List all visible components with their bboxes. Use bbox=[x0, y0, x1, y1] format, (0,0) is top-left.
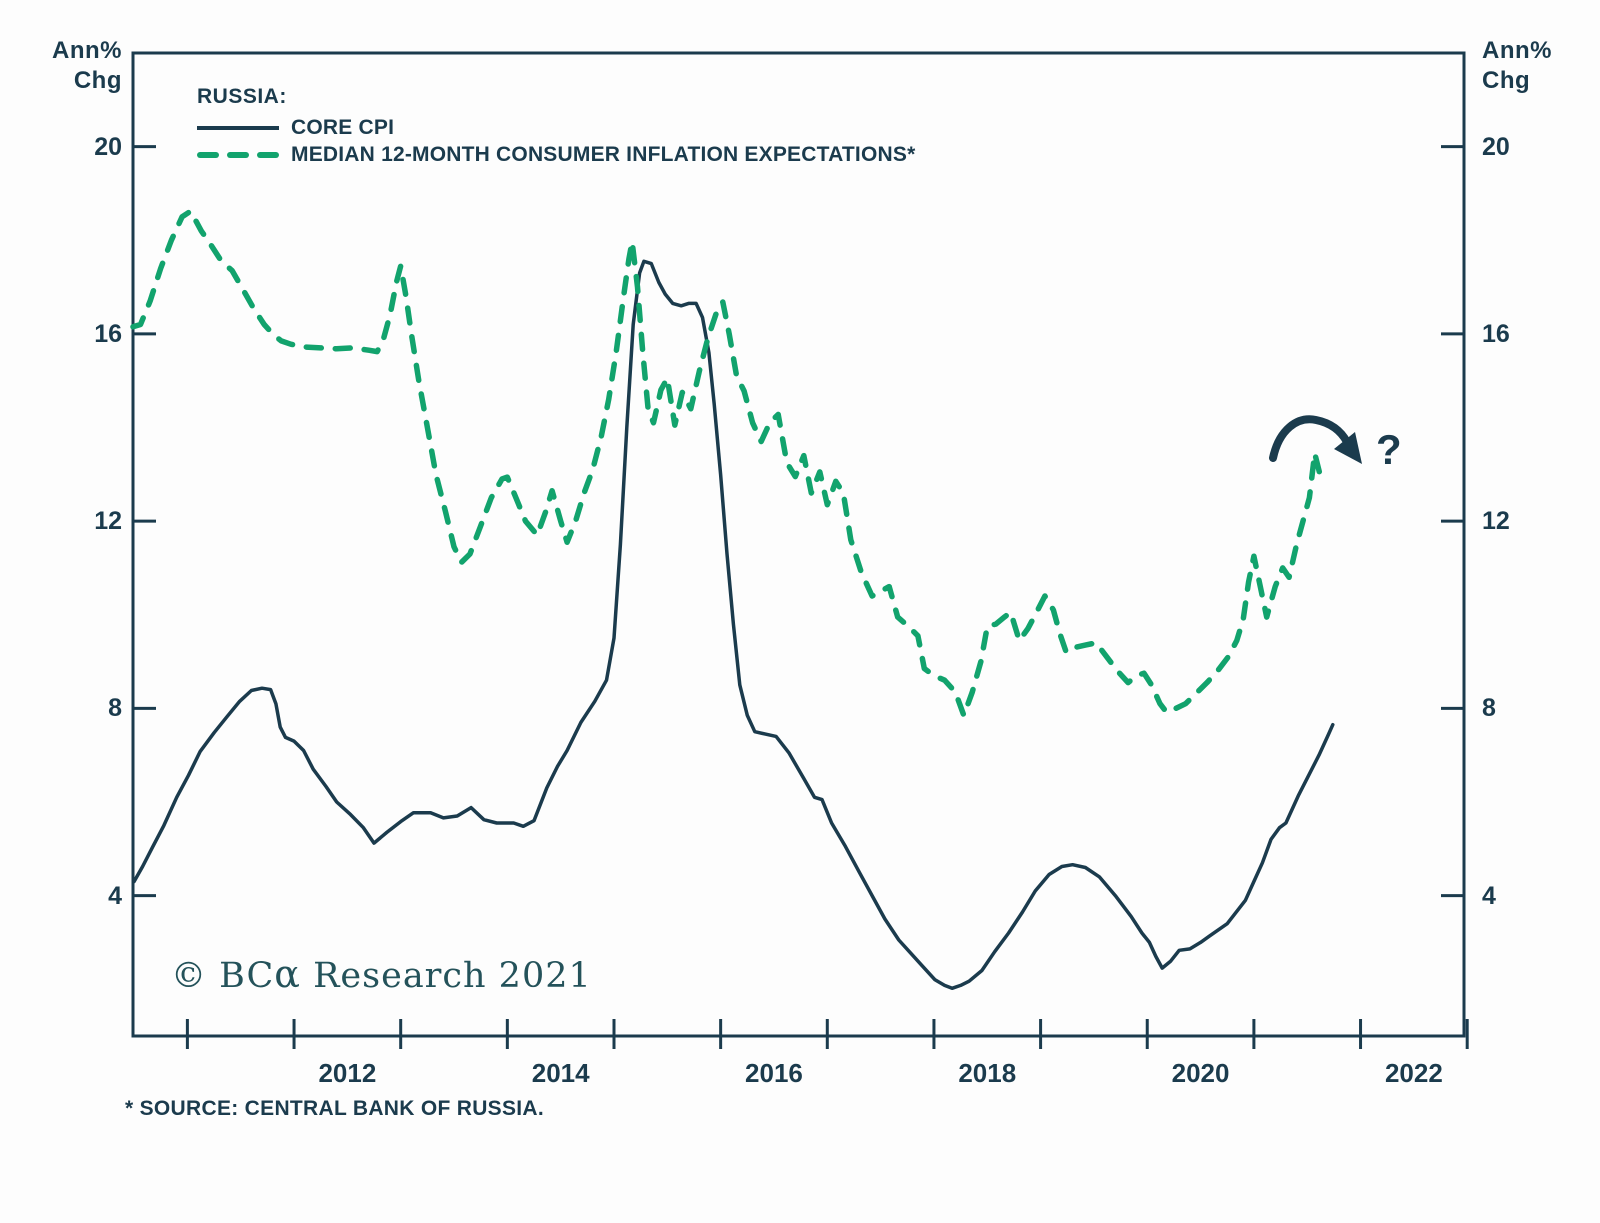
y-tick-label-right-20: 20 bbox=[1482, 132, 1510, 161]
trend-arrow bbox=[1269, 415, 1362, 464]
series-line-core-cpi bbox=[132, 259, 1335, 991]
generated-plot-layer bbox=[130, 51, 1469, 1049]
y-tick-label-right-12: 12 bbox=[1482, 507, 1510, 536]
x-tick-label-2018: 2018 bbox=[958, 1058, 1017, 1088]
source-footnote: * SOURCE: CENTRAL BANK OF RUSSIA. bbox=[125, 1097, 545, 1120]
y-tick-label-left-12: 12 bbox=[94, 507, 122, 536]
y-tick-label-right-8: 8 bbox=[1482, 694, 1496, 723]
y-tick-label-right-4: 4 bbox=[1482, 881, 1496, 910]
y-axis-unit-left: Ann% Chg bbox=[30, 36, 122, 96]
trend-arrow-shaft bbox=[1269, 415, 1351, 462]
plot-border bbox=[131, 51, 1466, 1038]
y-tick-label-left-16: 16 bbox=[94, 319, 122, 348]
copyright-notice: © BCα Research 2021 bbox=[171, 952, 592, 996]
legend-title: RUSSIA: bbox=[197, 85, 287, 108]
x-tick-label-2020: 2020 bbox=[1171, 1058, 1230, 1088]
legend: RUSSIA: CORE CPI MEDIAN 12-MONTH CONSUME… bbox=[197, 85, 957, 167]
y-tick-label-left-8: 8 bbox=[108, 694, 122, 723]
question-mark-annotation: ? bbox=[1376, 426, 1402, 473]
x-tick-label-2012: 2012 bbox=[318, 1058, 377, 1088]
y-axis-unit-right-line2: Chg bbox=[1482, 67, 1531, 94]
copyright-prefix: © BC bbox=[171, 956, 275, 996]
y-tick-label-left-4: 4 bbox=[108, 881, 122, 910]
trend-arrow-head bbox=[1334, 432, 1362, 464]
x-tick-label-2016: 2016 bbox=[745, 1058, 803, 1088]
x-tick-label-2014: 2014 bbox=[531, 1058, 590, 1088]
expectations-dashed-swatch bbox=[197, 152, 279, 158]
legend-label-expectations: MEDIAN 12-MONTH CONSUMER INFLATION EXPEC… bbox=[291, 143, 916, 166]
y-tick-label-right-16: 16 bbox=[1482, 319, 1510, 348]
x-tick-label-2022: 2022 bbox=[1384, 1058, 1443, 1088]
legend-item-expectations: MEDIAN 12-MONTH CONSUMER INFLATION EXPEC… bbox=[197, 143, 915, 167]
copyright-suffix: Research 2021 bbox=[300, 956, 592, 996]
y-axis-unit-left-line2: Chg bbox=[73, 67, 122, 94]
y-axis-unit-right: Ann% Chg bbox=[1482, 36, 1582, 96]
y-axis-unit-right-line1: Ann% bbox=[1482, 37, 1552, 64]
copyright-alpha-glyph: α bbox=[274, 952, 301, 996]
core-cpi-line-swatch bbox=[197, 126, 279, 130]
series-line-expectations bbox=[130, 208, 1324, 719]
y-axis-unit-left-line1: Ann% bbox=[52, 37, 122, 64]
y-tick-label-left-20: 20 bbox=[94, 132, 122, 161]
legend-label-core-cpi: CORE CPI bbox=[291, 116, 395, 139]
legend-item-core-cpi: CORE CPI bbox=[197, 116, 394, 140]
